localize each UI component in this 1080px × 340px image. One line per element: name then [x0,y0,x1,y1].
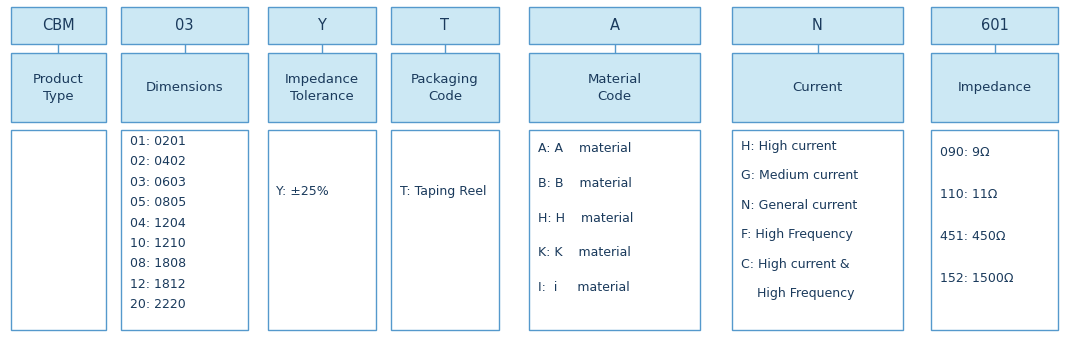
Bar [391,130,499,330]
Text: 01: 0201: 01: 0201 [130,135,186,148]
Bar [121,53,248,122]
Bar [11,130,106,330]
Bar [391,7,499,44]
Text: High Frequency: High Frequency [741,287,854,300]
Text: 12: 1812: 12: 1812 [130,278,186,291]
Text: 02: 0402: 02: 0402 [130,155,186,168]
Text: Packaging
Code: Packaging Code [411,72,478,103]
Bar [732,53,903,122]
Text: 05: 0805: 05: 0805 [130,196,186,209]
Bar [391,53,499,122]
Bar [11,7,106,44]
Bar [529,53,700,122]
Text: 10: 1210: 10: 1210 [130,237,186,250]
Text: 601: 601 [981,18,1009,33]
Text: 090: 9Ω: 090: 9Ω [940,146,989,159]
Text: Y: ±25%: Y: ±25% [276,185,329,198]
Text: A: A    material: A: A material [538,142,631,155]
Bar [732,7,903,44]
Bar [121,7,248,44]
Text: G: Medium current: G: Medium current [741,169,858,182]
Bar [931,130,1058,330]
Bar [931,7,1058,44]
Text: Dimensions: Dimensions [146,81,224,94]
Text: Current: Current [793,81,842,94]
Text: T: T [441,18,449,33]
Text: N: N [812,18,823,33]
Text: A: A [609,18,620,33]
Text: N: General current: N: General current [741,199,858,211]
Bar [529,7,700,44]
Text: Y: Y [318,18,326,33]
Text: H: H    material: H: H material [538,211,633,225]
Text: C: High current &: C: High current & [741,258,850,271]
Bar [732,130,903,330]
Text: 451: 450Ω: 451: 450Ω [940,230,1005,243]
Text: 03: 03 [175,18,194,33]
Text: Material
Code: Material Code [588,72,642,103]
Text: H: High current: H: High current [741,140,836,153]
Text: Impedance
Tolerance: Impedance Tolerance [285,72,359,103]
Text: 152: 1500Ω: 152: 1500Ω [940,272,1013,285]
Text: B: B    material: B: B material [538,177,632,190]
Text: I:  i     material: I: i material [538,281,630,294]
Text: 110: 11Ω: 110: 11Ω [940,188,997,201]
Bar [529,130,700,330]
Bar [268,130,376,330]
Bar [11,53,106,122]
Text: K: K    material: K: K material [538,246,631,259]
Text: F: High Frequency: F: High Frequency [741,228,853,241]
Text: 08: 1808: 08: 1808 [130,257,186,270]
Text: Impedance: Impedance [958,81,1031,94]
Bar [931,53,1058,122]
Text: 04: 1204: 04: 1204 [130,217,186,230]
Text: 20: 2220: 20: 2220 [130,299,186,311]
Text: T: Taping Reel: T: Taping Reel [400,185,486,198]
Text: CBM: CBM [42,18,75,33]
Bar [121,130,248,330]
Bar [268,7,376,44]
Bar [268,53,376,122]
Text: Product
Type: Product Type [33,72,83,103]
Text: 03: 0603: 03: 0603 [130,175,186,189]
